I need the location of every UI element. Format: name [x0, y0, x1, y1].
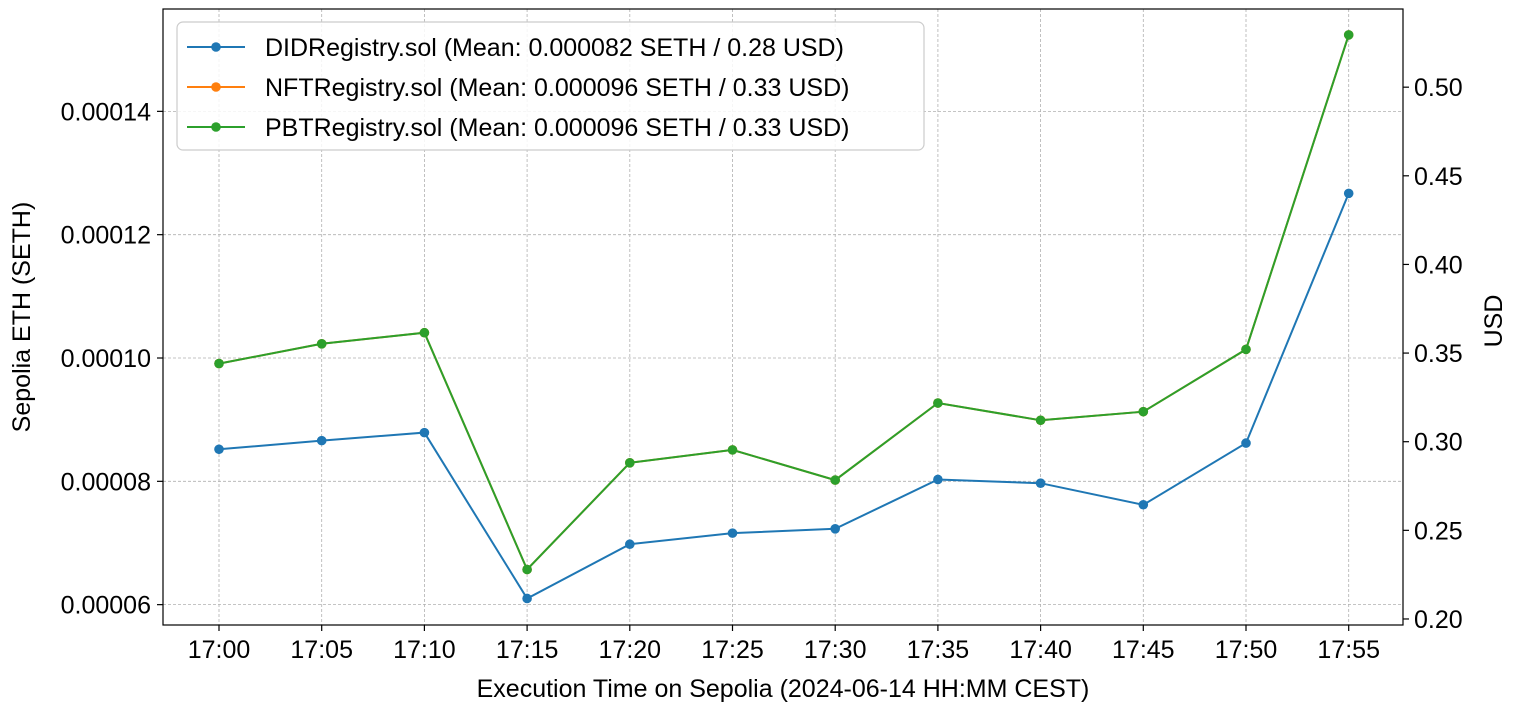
data-point: [728, 528, 738, 538]
data-point: [830, 524, 840, 534]
data-point: [214, 359, 224, 369]
data-point: [1139, 407, 1149, 417]
y2-tick-label: 0.35: [1414, 340, 1463, 368]
x-tick-label: 17:45: [1112, 636, 1175, 664]
data-point: [625, 458, 635, 468]
data-point: [1241, 438, 1251, 448]
x-tick-label: 17:55: [1317, 636, 1380, 664]
y-axis-label: Sepolia ETH (SETH): [8, 202, 36, 433]
y2-tick-label: 0.45: [1414, 163, 1463, 191]
data-point: [317, 436, 327, 446]
legend-marker: [211, 122, 221, 132]
x-tick-label: 17:10: [393, 636, 456, 664]
data-point: [1036, 415, 1046, 425]
data-point: [420, 428, 430, 438]
data-point: [933, 475, 943, 485]
x-tick-label: 17:40: [1009, 636, 1072, 664]
x-tick-label: 17:20: [599, 636, 662, 664]
y-axis-left: 0.00006 0.00008 0.00010 0.00012 0.00014: [61, 98, 163, 619]
y2-tick-label: 0.25: [1414, 517, 1463, 545]
y-tick-label: 0.00010: [61, 345, 151, 373]
x-tick-label: 17:35: [907, 636, 970, 664]
y-tick-label: 0.00012: [61, 222, 151, 250]
y2-tick-label: 0.30: [1414, 429, 1463, 457]
data-point: [728, 445, 738, 455]
y2-axis-label: USD: [1480, 295, 1508, 348]
data-point: [522, 594, 532, 604]
data-point: [1036, 478, 1046, 488]
x-tick-label: 17:30: [804, 636, 867, 664]
x-tick-label: 17:00: [188, 636, 251, 664]
data-point: [830, 475, 840, 485]
y-tick-label: 0.00006: [61, 592, 151, 620]
y-tick-label: 0.00008: [61, 468, 151, 496]
legend-label: NFTRegistry.sol (Mean: 0.000096 SETH / 0…: [265, 74, 849, 102]
data-point: [420, 328, 430, 338]
x-axis: 17:00 17:05 17:10 17:15 17:20 17:25 17:30 17:35…: [188, 625, 1380, 664]
series-1: [214, 189, 1353, 604]
x-tick-label: 17:05: [290, 636, 353, 664]
data-point: [1139, 500, 1149, 510]
x-tick-label: 17:50: [1215, 636, 1278, 664]
y2-tick-label: 0.20: [1414, 606, 1463, 634]
legend-label: PBTRegistry.sol (Mean: 0.000096 SETH / 0…: [265, 114, 850, 142]
data-point: [625, 539, 635, 549]
y2-tick-label: 0.50: [1414, 74, 1463, 102]
x-tick-label: 17:25: [701, 636, 764, 664]
y2-tick-label: 0.40: [1414, 251, 1463, 279]
data-point: [933, 398, 943, 408]
legend-marker: [211, 42, 221, 52]
legend-label: DIDRegistry.sol (Mean: 0.000082 SETH / 0…: [265, 34, 844, 62]
data-point: [1344, 189, 1354, 199]
series-line: [219, 193, 1349, 598]
data-point: [317, 339, 327, 349]
data-point: [1344, 30, 1354, 40]
data-point: [214, 444, 224, 454]
legend-marker: [211, 82, 221, 92]
legend: DIDRegistry.sol (Mean: 0.000082 SETH / 0…: [177, 22, 924, 150]
y-axis-right: 0.20 0.25 0.30 0.35 0.40 0.45 0.50: [1403, 74, 1463, 634]
data-point: [1241, 345, 1251, 355]
x-tick-label: 17:15: [496, 636, 559, 664]
x-axis-label: Execution Time on Sepolia (2024-06-14 HH…: [477, 675, 1090, 703]
data-point: [522, 565, 532, 575]
y-tick-label: 0.00014: [61, 98, 151, 126]
